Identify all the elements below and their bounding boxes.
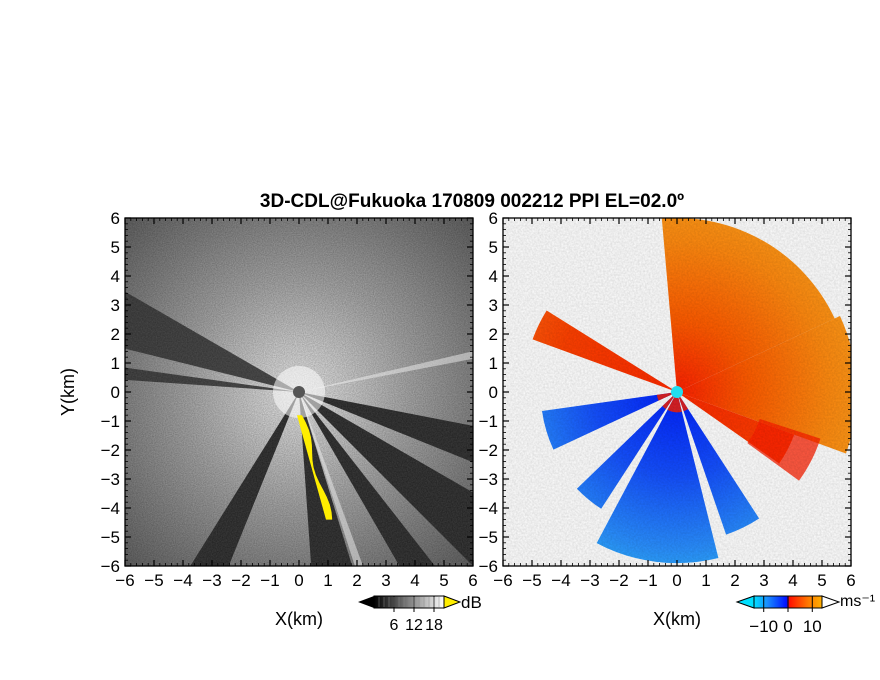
x-tick-label: −3 bbox=[580, 571, 599, 590]
y-tick-label: 2 bbox=[111, 325, 120, 344]
x-tick-label: 6 bbox=[468, 571, 477, 590]
x-tick-label: 3 bbox=[759, 571, 768, 590]
y-tick-label: 6 bbox=[111, 209, 120, 228]
x-tick-label: −6 bbox=[115, 571, 134, 590]
velocity-axis-ticks bbox=[502, 217, 852, 567]
y-tick-label: −4 bbox=[479, 499, 498, 518]
y-tick-label: −2 bbox=[479, 441, 498, 460]
x-tick-label: −5 bbox=[144, 571, 163, 590]
snr-colorbar-tick-label: 12 bbox=[405, 617, 423, 634]
y-tick-label: −6 bbox=[101, 557, 120, 576]
y-tick-label: −3 bbox=[101, 470, 120, 489]
y-tick-label: −4 bbox=[101, 499, 120, 518]
y-tick-label: −5 bbox=[101, 528, 120, 547]
chart-title: 3D-CDL@Fukuoka 170809 002212 PPI EL=02.0… bbox=[260, 191, 684, 212]
velocity-colorbar-ticks: −10 0 10 bbox=[749, 596, 822, 636]
y-tick-label: 4 bbox=[489, 267, 498, 286]
x-tick-label: −3 bbox=[202, 571, 221, 590]
velocity-x-tick-labels: −6 −5 −4 −3 −2 −1 0 1 2 3 4 5 6 bbox=[493, 571, 855, 590]
snr-y-tick-labels: 6 5 4 3 2 1 0 −1 −2 −3 −4 −5 −6 bbox=[101, 209, 120, 576]
y-tick-label: −6 bbox=[479, 557, 498, 576]
x-tick-label: 6 bbox=[846, 571, 855, 590]
y-tick-label: 6 bbox=[489, 209, 498, 228]
snr-panel: −6 −5 −4 −3 −2 −1 0 1 2 3 4 5 6 6543210−1−2−3−4−5−6 … bbox=[58, 209, 478, 629]
y-tick-label: 1 bbox=[489, 354, 498, 373]
radar-origin-marker-velocity bbox=[671, 386, 683, 398]
x-tick-label: 5 bbox=[439, 571, 448, 590]
x-tick-label: 1 bbox=[323, 571, 332, 590]
y-tick-label: −1 bbox=[479, 412, 498, 431]
snr-colorbar: 6 12 18 dB bbox=[358, 593, 482, 634]
x-tick-label: −4 bbox=[173, 571, 192, 590]
x-tick-label: 0 bbox=[672, 571, 681, 590]
velocity-x-axis-label: X(km) bbox=[653, 609, 701, 629]
snr-colorbar-tick-label: 6 bbox=[390, 617, 399, 634]
x-tick-label: −1 bbox=[638, 571, 657, 590]
x-tick-label: −2 bbox=[609, 571, 628, 590]
snr-axis-ticks bbox=[124, 217, 474, 567]
velocity-colorbar-tick-label: −10 bbox=[749, 617, 778, 636]
y-tick-label: 5 bbox=[489, 238, 498, 257]
velocity-colorbar: −10 0 10 ms⁻¹ bbox=[735, 593, 875, 636]
snr-colorbar-unit: dB bbox=[461, 593, 482, 612]
x-tick-label: 2 bbox=[730, 571, 739, 590]
snr-flagged-edge bbox=[297, 415, 333, 520]
velocity-panel: −6 −5 −4 −3 −2 −1 0 1 2 3 4 5 6 6543210−1−2−3−4−5−6 … bbox=[479, 209, 856, 629]
velocity-y-tick-labels: 6 5 4 3 2 1 0 −1 −2 −3 −4 −5 −6 bbox=[479, 209, 498, 576]
y-tick-label: 3 bbox=[111, 296, 120, 315]
x-tick-label: −6 bbox=[493, 571, 512, 590]
snr-x-axis-label: X(km) bbox=[275, 609, 323, 629]
x-tick-label: 1 bbox=[701, 571, 710, 590]
x-tick-label: 2 bbox=[352, 571, 361, 590]
radar-origin-marker bbox=[293, 386, 305, 398]
y-tick-label: 4 bbox=[111, 267, 120, 286]
y-tick-label: 3 bbox=[489, 296, 498, 315]
y-tick-label: 2 bbox=[489, 325, 498, 344]
y-tick-label: −5 bbox=[479, 528, 498, 547]
velocity-colorbar-tick-label: 0 bbox=[783, 617, 792, 636]
snr-colorbar-tick-label: 18 bbox=[425, 617, 443, 634]
y-tick-label: 1 bbox=[111, 354, 120, 373]
y-tick-label: 0 bbox=[111, 383, 120, 402]
y-tick-label: 0 bbox=[489, 383, 498, 402]
y-tick-label: 5 bbox=[111, 238, 120, 257]
x-tick-label: 0 bbox=[294, 571, 303, 590]
x-tick-label: 5 bbox=[817, 571, 826, 590]
y-tick-label: −3 bbox=[479, 470, 498, 489]
x-tick-label: −2 bbox=[231, 571, 250, 590]
snr-x-tick-labels: −6 −5 −4 −3 −2 −1 0 1 2 3 4 5 6 bbox=[115, 571, 477, 590]
x-tick-label: 4 bbox=[410, 571, 419, 590]
x-tick-label: 4 bbox=[788, 571, 797, 590]
snr-y-axis-label: Y(km) bbox=[58, 368, 78, 416]
velocity-colorbar-unit: ms⁻¹ bbox=[840, 593, 875, 610]
x-tick-label: −4 bbox=[551, 571, 570, 590]
x-tick-label: 3 bbox=[381, 571, 390, 590]
x-tick-label: −5 bbox=[522, 571, 541, 590]
y-tick-label: −2 bbox=[101, 441, 120, 460]
snr-colorbar-ticks: 6 12 18 bbox=[378, 596, 443, 634]
bright-streak bbox=[299, 392, 364, 566]
x-tick-label: −1 bbox=[260, 571, 279, 590]
y-tick-label: −1 bbox=[101, 412, 120, 431]
velocity-colorbar-tick-label: 10 bbox=[803, 617, 822, 636]
